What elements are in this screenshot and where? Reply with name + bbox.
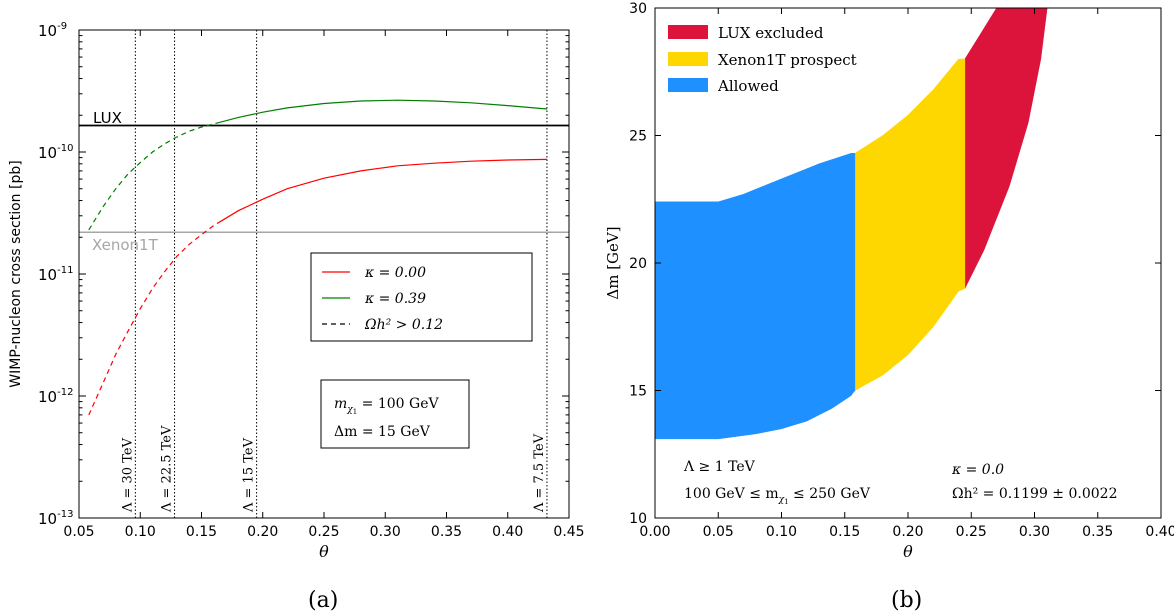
legend-label-lux-excluded: LUX excluded <box>718 24 824 42</box>
region-xenon-seam <box>958 58 966 292</box>
annotation-kappa: κ = 0.0 <box>951 462 1004 478</box>
legend-label-allowed: Allowed <box>717 77 779 95</box>
b-xtick-label-1: 0.05 <box>703 524 734 540</box>
b-ytick-label-2: 20 <box>629 256 647 272</box>
a-ytick-label-2: 10-11 <box>38 265 73 284</box>
chart-b: 0.00 0.05 0.10 0.15 0.20 0.25 0.30 0.35 0.40 10 15… <box>604 1 1174 561</box>
series-1-dashed <box>88 121 221 231</box>
legend-swatch-xenon-prospect <box>668 52 708 66</box>
region-allowed <box>655 152 852 440</box>
a-xtick-label-5: 0.30 <box>370 524 401 540</box>
b-xtick-label-6: 0.30 <box>1019 524 1050 540</box>
a-xtick-label-7: 0.40 <box>492 524 523 540</box>
legend-label-kappa-039: κ = 0.39 <box>364 291 426 307</box>
b-xtick-label-7: 0.35 <box>1082 524 1113 540</box>
lambda-vline-label-2: Λ = 15 TeV <box>242 437 257 513</box>
annotation-mass-range: 100 GeV ≤ mχ1 ≤ 250 GeV <box>684 486 871 506</box>
legend-swatch-lux-excluded <box>668 25 708 39</box>
a-ytick-label-3: 10-10 <box>38 143 73 162</box>
series-1-solid <box>219 99 548 123</box>
chart-a-xlabel: θ <box>319 542 329 561</box>
chart-a-marks <box>79 30 569 518</box>
annotation-lambda-bound: Λ ≥ 1 TeV <box>683 459 756 475</box>
a-xtick-label-6: 0.35 <box>431 524 462 540</box>
b-ytick-label-3: 25 <box>629 129 647 145</box>
chart-a-legend-box <box>310 252 533 342</box>
b-ytick-label-4: 30 <box>629 1 647 17</box>
chart-b-ylabel: Δm [GeV] <box>604 226 622 299</box>
lux-line-label: LUX <box>93 109 122 127</box>
a-xtick-label-0: 0.05 <box>63 524 94 540</box>
b-xtick-label-0: 0.00 <box>639 524 670 540</box>
chart-a-parameter-frame <box>320 379 470 449</box>
a-xtick-label-3: 0.20 <box>247 524 278 540</box>
chart-a-ylabel: WIMP-nucleon cross section [pb] <box>8 160 24 387</box>
chart-b-marks <box>655 8 1048 440</box>
legend-swatch-allowed <box>668 78 708 92</box>
legend-label-xenon-prospect: Xenon1T prospect <box>718 51 857 69</box>
annotation-relic-density: Ωh² = 0.1199 ± 0.0022 <box>952 486 1117 502</box>
lambda-vline-label-3: Λ = 7.5 TeV <box>532 433 547 513</box>
b-ytick-label-0: 10 <box>629 511 647 527</box>
chart-b-xlabel: θ <box>903 542 913 561</box>
chart-b-legend: LUX excluded Xenon1T prospect Allowed <box>668 24 857 95</box>
region-xenon1t-prospect <box>854 58 959 391</box>
chart-a-ticks: 0.05 0.10 0.15 0.20 0.25 0.30 0.35 0.40 0.45 10-1… <box>38 21 585 540</box>
a-ytick-label-1: 10-12 <box>38 387 73 406</box>
chart-a-legend: κ = 0.00 κ = 0.39 Ωh² > 0.12 <box>310 252 533 342</box>
a-xtick-label-8: 0.45 <box>553 524 584 540</box>
chart-a-vline-labels: Λ = 30 TeV Λ = 22.5 TeV Λ = 15 TeV Λ = 7.5 … <box>120 425 547 513</box>
region-allowed-seam <box>850 153 856 397</box>
lambda-vline-label-0: Λ = 30 TeV <box>120 437 135 513</box>
xenon-line-label: Xenon1T <box>92 236 159 254</box>
b-xtick-label-5: 0.25 <box>956 524 987 540</box>
chart-a: 0.05 0.10 0.15 0.20 0.25 0.30 0.35 0.40 0.45 10-1… <box>8 21 585 561</box>
legend-label-kappa-000: κ = 0.00 <box>364 265 426 281</box>
region-lux-excluded <box>964 8 1048 289</box>
param-mass: mχ1 = 100 GeV <box>334 396 439 416</box>
series-0-dashed <box>88 221 221 416</box>
b-xtick-label-8: 0.40 <box>1145 524 1174 540</box>
b-ytick-label-1: 15 <box>629 384 647 400</box>
a-xtick-label-4: 0.25 <box>308 524 339 540</box>
b-xtick-label-3: 0.15 <box>829 524 860 540</box>
b-xtick-label-4: 0.20 <box>892 524 923 540</box>
param-delta-m: Δm = 15 GeV <box>334 424 431 440</box>
series-0-solid <box>219 158 548 223</box>
a-xtick-label-1: 0.10 <box>125 524 156 540</box>
chart-b-ticks: 0.00 0.05 0.10 0.15 0.20 0.25 0.30 0.35 0.40 10 15… <box>629 1 1174 540</box>
lambda-vline-label-1: Λ = 22.5 TeV <box>160 425 175 513</box>
a-xtick-label-2: 0.15 <box>186 524 217 540</box>
legend-label-relic-density: Ωh² > 0.12 <box>364 317 443 333</box>
caption-a: (a) <box>308 588 338 613</box>
a-ytick-label-4: 10-9 <box>38 21 67 40</box>
caption-b: (b) <box>891 588 922 613</box>
a-ytick-label-0: 10-13 <box>38 509 73 528</box>
chart-a-parameter-box: mχ1 = 100 GeV Δm = 15 GeV <box>320 379 470 449</box>
b-xtick-label-2: 0.10 <box>766 524 797 540</box>
